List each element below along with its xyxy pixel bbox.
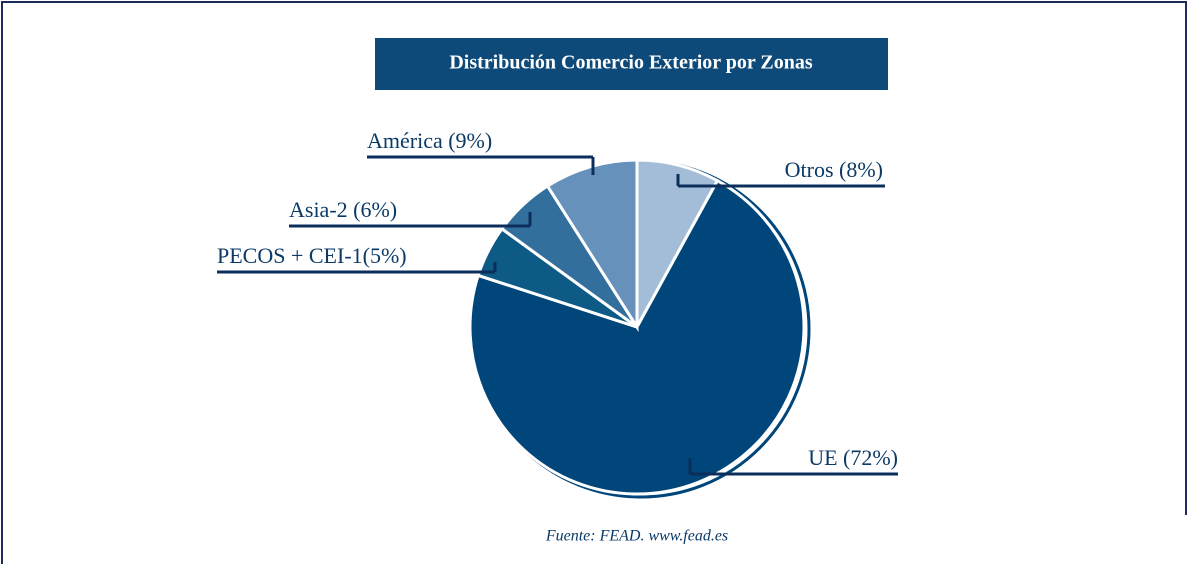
slice-label: Otros (8%) (785, 157, 883, 182)
title-box (375, 38, 888, 90)
slice-label: América (9%) (367, 128, 492, 153)
pie-slice (468, 178, 806, 496)
pie-slice (545, 158, 639, 333)
chart-title: Distribución Comercio Exterior por Zonas (449, 52, 813, 74)
pie (468, 158, 811, 499)
slice-label: Asia-2 (6%) (289, 197, 397, 222)
slice-label: UE (72%) (808, 445, 898, 470)
slice-label: PECOS + CEI-1(5%) (217, 243, 407, 268)
source-note: Fuente: FEAD. www.fead.es (545, 528, 728, 545)
